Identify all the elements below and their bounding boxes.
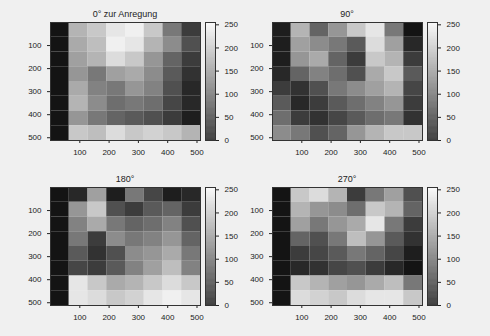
svg-text:100: 100 [225, 90, 239, 99]
svg-text:500: 500 [190, 148, 204, 157]
svg-text:250: 250 [447, 20, 461, 29]
svg-text:150: 150 [225, 232, 239, 241]
svg-text:500: 500 [412, 313, 426, 322]
svg-text:200: 200 [324, 313, 338, 322]
svg-text:150: 150 [447, 232, 461, 241]
svg-text:500: 500 [190, 313, 204, 322]
svg-text:100: 100 [295, 148, 309, 157]
svg-text:100: 100 [28, 206, 42, 215]
svg-text:200: 200 [102, 313, 116, 322]
svg-text:0: 0 [447, 301, 452, 310]
svg-text:150: 150 [225, 67, 239, 76]
svg-text:50: 50 [447, 278, 456, 287]
svg-text:500: 500 [412, 148, 426, 157]
svg-text:200: 200 [28, 64, 42, 73]
svg-text:100: 100 [73, 313, 87, 322]
svg-text:150: 150 [447, 67, 461, 76]
svg-text:50: 50 [225, 278, 234, 287]
svg-text:500: 500 [250, 298, 264, 307]
svg-text:100: 100 [225, 255, 239, 264]
svg-text:0: 0 [447, 136, 452, 145]
svg-text:400: 400 [161, 313, 175, 322]
svg-text:400: 400 [383, 313, 397, 322]
svg-text:300: 300 [354, 313, 368, 322]
svg-text:50: 50 [225, 113, 234, 122]
html-text:180°: 180° [115, 174, 135, 184]
svg-text:100: 100 [73, 148, 87, 157]
html-text:270°: 270° [337, 174, 357, 184]
svg-text:50: 50 [447, 113, 456, 122]
svg-text:200: 200 [447, 209, 461, 218]
svg-text:300: 300 [354, 148, 368, 157]
svg-text:0: 0 [225, 136, 230, 145]
svg-text:300: 300 [132, 313, 146, 322]
svg-text:100: 100 [250, 206, 264, 215]
svg-text:200: 200 [324, 148, 338, 157]
svg-text:400: 400 [28, 110, 42, 119]
html-text:0° zur Anregung: 0° zur Anregung [92, 9, 158, 19]
svg-text:200: 200 [250, 64, 264, 73]
svg-text:300: 300 [28, 252, 42, 261]
svg-text:100: 100 [28, 41, 42, 50]
svg-text:200: 200 [225, 44, 239, 53]
svg-text:500: 500 [28, 298, 42, 307]
svg-text:200: 200 [102, 148, 116, 157]
svg-text:200: 200 [225, 209, 239, 218]
svg-text:300: 300 [250, 87, 264, 96]
svg-text:400: 400 [161, 148, 175, 157]
svg-text:300: 300 [28, 87, 42, 96]
svg-text:300: 300 [132, 148, 146, 157]
svg-text:400: 400 [383, 148, 397, 157]
html-text:90°: 90° [340, 9, 354, 19]
svg-text:500: 500 [28, 133, 42, 142]
svg-text:400: 400 [28, 275, 42, 284]
svg-text:100: 100 [447, 90, 461, 99]
svg-text:100: 100 [250, 41, 264, 50]
svg-text:400: 400 [250, 275, 264, 284]
svg-text:500: 500 [250, 133, 264, 142]
svg-text:250: 250 [225, 185, 239, 194]
svg-text:250: 250 [447, 185, 461, 194]
svg-text:200: 200 [447, 44, 461, 53]
svg-text:300: 300 [250, 252, 264, 261]
svg-text:100: 100 [295, 313, 309, 322]
svg-text:400: 400 [250, 110, 264, 119]
svg-text:0: 0 [225, 301, 230, 310]
svg-text:250: 250 [225, 20, 239, 29]
svg-text:200: 200 [28, 229, 42, 238]
svg-text:200: 200 [250, 229, 264, 238]
svg-text:100: 100 [447, 255, 461, 264]
